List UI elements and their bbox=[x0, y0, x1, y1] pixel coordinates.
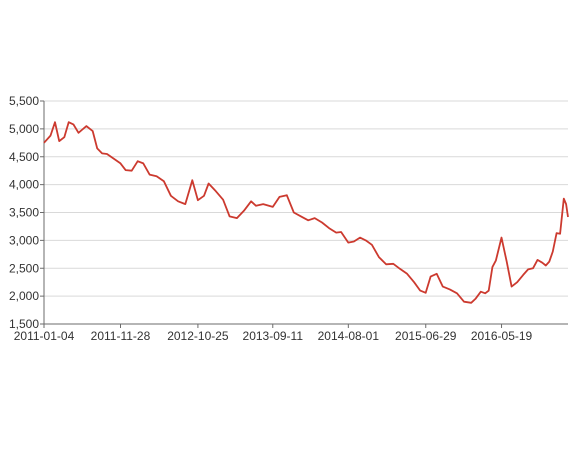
series-layer bbox=[43, 121, 569, 304]
x-tick-label: 2013-09-11 bbox=[243, 329, 304, 343]
x-tick-label: 2011-01-04 bbox=[14, 329, 75, 343]
x-tick-label: 2015-06-29 bbox=[395, 329, 457, 343]
series-line bbox=[43, 121, 569, 304]
y-tick-label: 3,000 bbox=[9, 233, 39, 247]
y-tick-label: 4,000 bbox=[9, 178, 39, 192]
x-tick-label: 2012-10-25 bbox=[167, 329, 229, 343]
y-tick-label: 4,500 bbox=[9, 150, 39, 164]
y-tick-label: 1,500 bbox=[9, 317, 39, 331]
y-tick-label: 2,000 bbox=[9, 289, 39, 303]
gridlines bbox=[44, 100, 568, 297]
x-tick-label: 2016-05-19 bbox=[471, 329, 533, 343]
y-axis-ticks: 1,500 2,000 2,500 3,000 3,500 4,000 4,500 5,000… bbox=[9, 94, 44, 331]
y-tick-label: 3,500 bbox=[9, 206, 39, 220]
y-tick-label: 5,000 bbox=[9, 122, 39, 136]
y-tick-label: 2,500 bbox=[9, 261, 39, 275]
x-tick-label: 2011-11-28 bbox=[91, 329, 151, 343]
y-tick-label: 5,500 bbox=[9, 94, 39, 108]
x-tick-label: 2014-08-01 bbox=[318, 329, 380, 343]
x-axis-ticks: 2011-01-04 2011-11-28 2012-10-25 2013-09-11… bbox=[14, 324, 533, 343]
